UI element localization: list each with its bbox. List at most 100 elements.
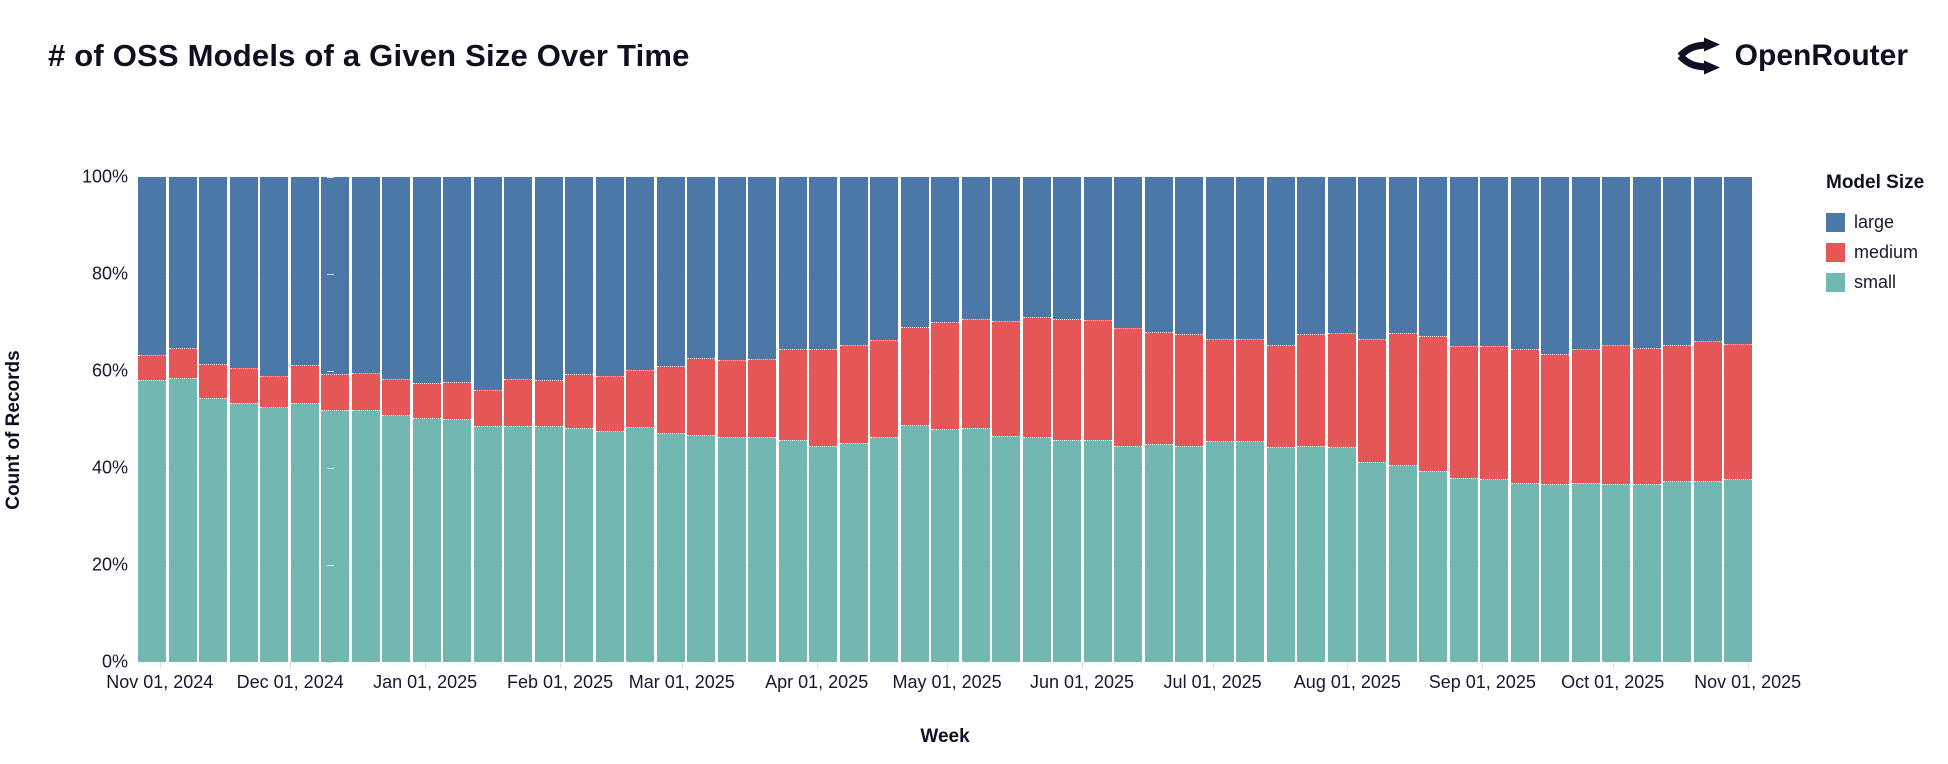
- bar-segment-medium[interactable]: [1114, 328, 1142, 447]
- bar-segment-medium[interactable]: [199, 364, 227, 399]
- bar-segment-small[interactable]: [473, 425, 502, 662]
- bar-segment-small[interactable]: [961, 428, 990, 662]
- bar-segment-small[interactable]: [1297, 446, 1325, 662]
- bar-segment-medium[interactable]: [412, 382, 441, 419]
- bar-segment-medium[interactable]: [1663, 345, 1691, 481]
- bar-week-Jun-01-2025[interactable]: [1083, 177, 1112, 662]
- bar-segment-medium[interactable]: [656, 366, 685, 433]
- bar-segment-large[interactable]: [229, 177, 258, 368]
- bar-segment-large[interactable]: [1510, 177, 1539, 350]
- bar-segment-small[interactable]: [1480, 479, 1508, 662]
- bar-segment-small[interactable]: [717, 437, 746, 662]
- bar-segment-small[interactable]: [839, 442, 868, 662]
- bar-week-Dec-22-2024[interactable]: [382, 177, 410, 662]
- bar-segment-large[interactable]: [809, 177, 837, 349]
- bar-segment-large[interactable]: [900, 177, 929, 328]
- bar-week-Sep-07-2025[interactable]: [1510, 177, 1539, 662]
- bar-segment-medium[interactable]: [473, 390, 502, 426]
- bar-segment-medium[interactable]: [1022, 316, 1051, 437]
- bar-segment-small[interactable]: [748, 437, 776, 662]
- bar-segment-medium[interactable]: [687, 358, 715, 435]
- bar-segment-medium[interactable]: [1602, 345, 1630, 485]
- bar-segment-small[interactable]: [382, 414, 410, 662]
- bar-week-Dec-01-2024[interactable]: [290, 177, 319, 662]
- bar-segment-small[interactable]: [1358, 462, 1386, 662]
- bar-segment-large[interactable]: [1236, 177, 1264, 339]
- bar-segment-small[interactable]: [1114, 446, 1142, 663]
- bar-segment-medium[interactable]: [1175, 333, 1203, 447]
- bar-week-Dec-08-2024[interactable]: [321, 177, 349, 662]
- bar-segment-small[interactable]: [595, 431, 624, 663]
- bar-week-Feb-16-2025[interactable]: [626, 177, 654, 662]
- bar-segment-large[interactable]: [260, 177, 288, 376]
- bar-week-Dec-29-2024[interactable]: [412, 177, 441, 662]
- bar-segment-small[interactable]: [1449, 477, 1478, 662]
- bar-segment-large[interactable]: [1053, 177, 1081, 319]
- bar-segment-small[interactable]: [1083, 440, 1112, 662]
- bar-segment-medium[interactable]: [1144, 332, 1173, 445]
- bar-week-Feb-02-2025[interactable]: [565, 177, 593, 662]
- bar-segment-medium[interactable]: [382, 378, 410, 415]
- bar-week-Oct-05-2025[interactable]: [1632, 177, 1661, 663]
- bar-segment-large[interactable]: [321, 177, 349, 374]
- bar-segment-medium[interactable]: [1327, 333, 1356, 448]
- bar-segment-large[interactable]: [1114, 177, 1142, 329]
- bar-segment-medium[interactable]: [229, 367, 258, 403]
- bar-segment-small[interactable]: [290, 403, 319, 662]
- bar-segment-large[interactable]: [595, 177, 624, 376]
- bar-segment-small[interactable]: [138, 380, 166, 662]
- bar-segment-small[interactable]: [321, 409, 349, 662]
- bar-week-Jul-27-2025[interactable]: [1327, 177, 1356, 662]
- bar-segment-medium[interactable]: [290, 365, 319, 404]
- bar-segment-medium[interactable]: [1388, 332, 1417, 465]
- bar-segment-medium[interactable]: [565, 373, 593, 429]
- bar-segment-medium[interactable]: [138, 355, 166, 381]
- bar-segment-small[interactable]: [443, 418, 471, 662]
- bar-segment-medium[interactable]: [1632, 348, 1661, 485]
- bar-segment-small[interactable]: [1693, 480, 1722, 662]
- bar-segment-large[interactable]: [1541, 177, 1569, 354]
- bar-week-Feb-09-2025[interactable]: [595, 177, 624, 663]
- bar-segment-small[interactable]: [1663, 480, 1691, 662]
- bar-week-Jan-12-2025[interactable]: [473, 177, 502, 662]
- bar-segment-small[interactable]: [1144, 444, 1173, 662]
- bar-segment-medium[interactable]: [1541, 353, 1569, 485]
- bar-segment-large[interactable]: [1724, 177, 1752, 344]
- bar-segment-large[interactable]: [443, 177, 471, 383]
- bar-segment-large[interactable]: [870, 177, 898, 340]
- bar-week-May-18-2025[interactable]: [1022, 177, 1051, 663]
- bar-segment-medium[interactable]: [900, 327, 929, 426]
- bar-segment-medium[interactable]: [1693, 341, 1722, 481]
- bar-segment-large[interactable]: [839, 177, 868, 345]
- bar-segment-large[interactable]: [656, 177, 685, 367]
- bar-segment-medium[interactable]: [168, 348, 197, 378]
- bar-segment-large[interactable]: [1083, 177, 1112, 320]
- bar-segment-large[interactable]: [351, 177, 380, 373]
- bar-segment-medium[interactable]: [1297, 333, 1325, 447]
- bar-week-Mar-02-2025[interactable]: [687, 177, 715, 662]
- bar-week-Mar-16-2025[interactable]: [748, 177, 776, 662]
- bar-segment-large[interactable]: [778, 177, 807, 349]
- bar-segment-small[interactable]: [412, 418, 441, 662]
- bar-segment-medium[interactable]: [1236, 338, 1264, 442]
- bar-week-May-11-2025[interactable]: [992, 177, 1020, 662]
- bar-segment-large[interactable]: [565, 177, 593, 374]
- bar-segment-small[interactable]: [1724, 478, 1752, 662]
- bar-segment-medium[interactable]: [748, 358, 776, 438]
- bar-segment-large[interactable]: [168, 177, 197, 349]
- bar-segment-medium[interactable]: [260, 375, 288, 407]
- bar-segment-medium[interactable]: [1266, 344, 1295, 448]
- bar-segment-medium[interactable]: [504, 378, 532, 426]
- bar-segment-large[interactable]: [961, 177, 990, 319]
- bar-week-Apr-13-2025[interactable]: [870, 177, 898, 663]
- bar-segment-small[interactable]: [626, 427, 654, 662]
- bar-segment-small[interactable]: [1266, 447, 1295, 662]
- bar-week-Mar-30-2025[interactable]: [809, 177, 837, 662]
- bar-segment-large[interactable]: [534, 177, 563, 381]
- bar-week-Oct-12-2025[interactable]: [1663, 177, 1691, 662]
- bar-segment-medium[interactable]: [626, 370, 654, 428]
- bar-segment-large[interactable]: [382, 177, 410, 379]
- bar-week-Nov-24-2024[interactable]: [260, 177, 288, 662]
- bar-segment-large[interactable]: [1266, 177, 1295, 345]
- bar-segment-medium[interactable]: [839, 344, 868, 443]
